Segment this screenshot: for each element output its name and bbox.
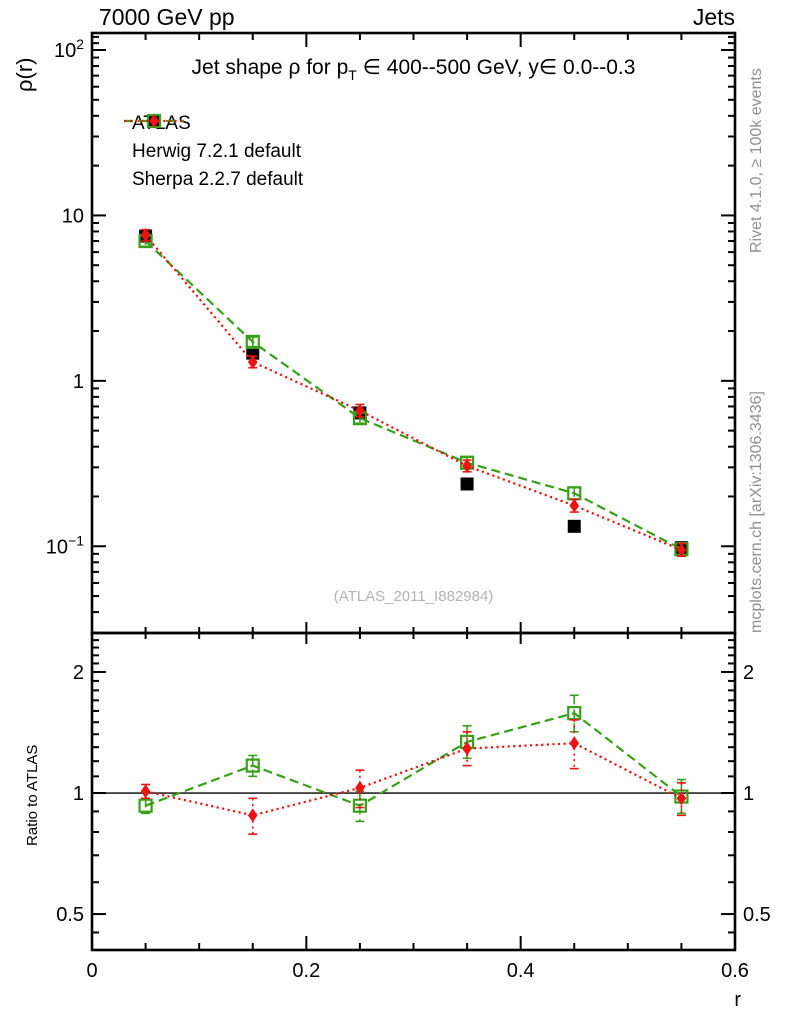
rivet-version-note: Rivet 4.1.0, ≥ 100k events	[748, 68, 765, 253]
legend-item-sherpa: Sherpa 2.2.7 default	[122, 114, 304, 194]
legend-label-sherpa: Sherpa 2.2.7 default	[132, 169, 304, 190]
legend-label-herwig: Herwig 7.2.1 default	[132, 141, 301, 162]
svg-text:2: 2	[743, 662, 754, 684]
beam-energy-label: 7000 GeV pp	[99, 4, 235, 30]
svg-text:1: 1	[743, 783, 754, 805]
plot-title-rest: ∈ 400--500 GeV, y∈ 0.0--0.3	[356, 56, 636, 79]
svg-text:0.4: 0.4	[507, 960, 535, 982]
svg-text:10−1: 10−1	[46, 532, 84, 558]
legend-item-herwig: Herwig 7.2.1 default	[122, 113, 303, 166]
svg-text:0.5: 0.5	[743, 904, 771, 926]
svg-text:0: 0	[86, 960, 97, 982]
svg-text:10: 10	[62, 205, 84, 227]
process-label: Jets	[692, 4, 735, 30]
legend-label-atlas: ATLAS	[132, 113, 191, 134]
mcplots-credit-note: mcplots.cern.ch [arXiv:1306.3436]	[748, 391, 765, 633]
plot-title: Jet shape ρ for pT ∈ 400--500 GeV, y∈ 0.…	[92, 55, 735, 83]
analysis-id-watermark: (ATLAS_2011_I882984)	[333, 588, 494, 605]
svg-text:1: 1	[73, 783, 84, 805]
svg-text:2: 2	[73, 662, 84, 684]
legend: ATLAS Herwig 7.2.1 default Sherpa 2.2.7 …	[122, 110, 303, 194]
svg-text:102: 102	[54, 36, 84, 62]
svg-text:0.2: 0.2	[292, 960, 320, 982]
svg-text:0.5: 0.5	[56, 904, 84, 926]
ratio-y-axis-title: Ratio to ATLAS	[24, 744, 41, 846]
svg-text:1: 1	[73, 371, 84, 393]
legend-item-atlas: ATLAS	[122, 110, 303, 138]
plot-title-subscript: T	[348, 67, 357, 83]
svg-text:r: r	[734, 989, 741, 1011]
main-y-axis-title: ρ(r)	[12, 57, 37, 93]
plot-title-text: Jet shape ρ for p	[191, 56, 349, 79]
sherpa-marker-icon	[124, 114, 184, 128]
svg-text:0.6: 0.6	[721, 960, 749, 982]
